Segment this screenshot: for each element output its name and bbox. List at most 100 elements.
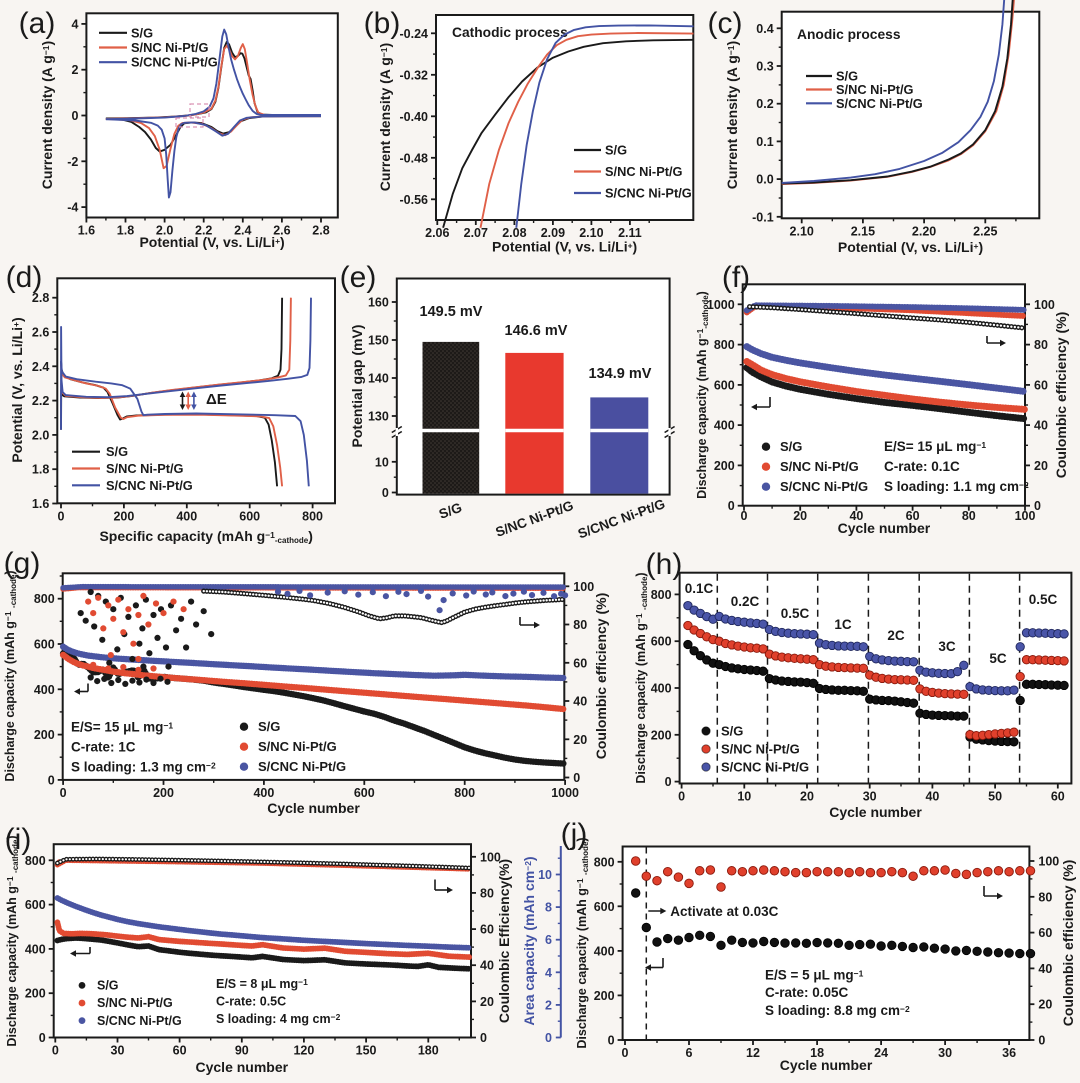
svg-text:2.8: 2.8 (312, 224, 329, 238)
svg-text:S/CNC Ni-Pt/G: S/CNC Ni-Pt/G (106, 478, 193, 493)
svg-text:4: 4 (71, 17, 78, 31)
svg-text:0: 0 (665, 775, 672, 789)
svg-text:2: 2 (545, 998, 552, 1012)
svg-text:200: 200 (714, 459, 735, 473)
svg-text:6: 6 (686, 1046, 693, 1060)
svg-text:2.15: 2.15 (851, 224, 875, 238)
svg-text:2.0: 2.0 (156, 224, 173, 238)
svg-text:0: 0 (1034, 499, 1041, 513)
svg-text:S/G: S/G (131, 25, 153, 40)
svg-text:6: 6 (545, 933, 552, 947)
svg-text:2.25: 2.25 (973, 224, 997, 238)
svg-text:S/G: S/G (721, 724, 743, 739)
svg-text:150: 150 (368, 334, 389, 348)
svg-text:36: 36 (1002, 1046, 1016, 1060)
svg-text:200: 200 (113, 509, 134, 523)
svg-text:80: 80 (480, 886, 494, 900)
svg-text:2.06: 2.06 (425, 226, 449, 240)
svg-text:Potential (V, vs. Li/Li+): Potential (V, vs. Li/Li+) (838, 239, 983, 255)
svg-text:S/CNC Ni-Pt/G: S/CNC Ni-Pt/G (131, 55, 218, 70)
svg-text:S loading: 1.1 mg cm−2: S loading: 1.1 mg cm−2 (884, 479, 1029, 494)
svg-text:-0.48: -0.48 (400, 151, 429, 165)
svg-text:C-rate: 1C: C-rate: 1C (71, 740, 136, 755)
svg-text:60: 60 (1051, 790, 1065, 804)
svg-text:-2: -2 (67, 155, 78, 169)
svg-text:Current density (A g−1): Current density (A g−1) (39, 41, 55, 189)
svg-text:(i): (i) (5, 823, 32, 856)
svg-text:600: 600 (239, 509, 260, 523)
svg-text:90: 90 (235, 1044, 249, 1058)
svg-text:30: 30 (863, 790, 877, 804)
svg-text:60: 60 (906, 509, 920, 523)
svg-text:40: 40 (1038, 962, 1052, 976)
svg-text:2.10: 2.10 (790, 224, 814, 238)
svg-text:E/S = 8 μL mg−1: E/S = 8 μL mg−1 (216, 977, 308, 991)
svg-text:2: 2 (71, 63, 78, 77)
svg-text:S/CNC Ni-Pt/G: S/CNC Ni-Pt/G (721, 760, 809, 775)
svg-text:S/NC Ni-Pt/G: S/NC Ni-Pt/G (97, 996, 173, 1010)
svg-text:600: 600 (714, 378, 735, 392)
svg-text:140: 140 (368, 372, 389, 386)
svg-text:130: 130 (368, 410, 389, 424)
svg-text:20: 20 (800, 790, 814, 804)
svg-text:120: 120 (293, 1044, 314, 1058)
svg-text:800: 800 (714, 338, 735, 352)
svg-text:(a): (a) (19, 7, 56, 40)
svg-text:0: 0 (545, 1031, 552, 1045)
svg-text:80: 80 (1038, 890, 1052, 904)
svg-text:100: 100 (1038, 855, 1059, 869)
svg-text:1.6: 1.6 (32, 497, 49, 511)
svg-text:60: 60 (173, 1044, 187, 1058)
svg-text:Cycle number: Cycle number (267, 800, 360, 816)
svg-text:(g): (g) (4, 547, 41, 580)
svg-text:60: 60 (1034, 378, 1048, 392)
svg-text:100: 100 (480, 850, 501, 864)
svg-text:Discharge capacity (mAh g−1 -c: Discharge capacity (mAh g−1 -cathode) (5, 835, 20, 1046)
svg-text:Area capacity (mAh cm−2): Area capacity (mAh cm−2) (521, 856, 537, 1025)
svg-text:S/NC Ni-Pt/G: S/NC Ni-Pt/G (836, 82, 914, 97)
svg-text:1.6: 1.6 (78, 224, 95, 238)
svg-text:C-rate: 0.1C: C-rate: 0.1C (884, 459, 960, 474)
svg-text:800: 800 (25, 854, 46, 868)
svg-text:24: 24 (874, 1046, 888, 1060)
svg-text:(f): (f) (722, 261, 750, 294)
svg-text:160: 160 (368, 296, 389, 310)
svg-text:0.3: 0.3 (756, 60, 773, 74)
svg-text:Coulombic efficiency (%): Coulombic efficiency (%) (1060, 860, 1076, 1026)
svg-text:400: 400 (176, 509, 197, 523)
svg-text:60: 60 (480, 923, 494, 937)
svg-text:Cycle number: Cycle number (196, 1059, 289, 1075)
svg-text:10: 10 (375, 455, 389, 469)
svg-text:Cycle number: Cycle number (780, 1057, 873, 1073)
svg-text:(b): (b) (364, 7, 401, 40)
svg-text:3C: 3C (938, 639, 956, 654)
svg-text:100: 100 (1034, 298, 1055, 312)
svg-text:Coulombic Efficiency(%): Coulombic Efficiency(%) (496, 859, 512, 1023)
svg-text:100: 100 (1015, 509, 1036, 523)
svg-text:400: 400 (714, 419, 735, 433)
svg-text:0: 0 (480, 1031, 487, 1045)
svg-text:S/NC Ni-Pt/G: S/NC Ni-Pt/G (780, 459, 859, 474)
svg-text:12: 12 (746, 1046, 760, 1060)
svg-text:0: 0 (728, 499, 735, 513)
svg-text:S/G: S/G (605, 143, 627, 158)
svg-text:-0.40: -0.40 (400, 110, 429, 124)
svg-text:C-rate: 0.5C: C-rate: 0.5C (216, 995, 286, 1009)
svg-text:146.6 mV: 146.6 mV (505, 323, 568, 339)
svg-text:S/G: S/G (836, 69, 858, 84)
svg-text:60: 60 (1038, 926, 1052, 940)
svg-text:S/CNC Ni-Pt/G: S/CNC Ni-Pt/G (605, 186, 692, 201)
svg-text:0.1: 0.1 (756, 135, 773, 149)
svg-text:400: 400 (253, 786, 274, 800)
svg-text:10: 10 (538, 868, 552, 882)
svg-text:(d): (d) (6, 261, 43, 294)
svg-text:Coulombic efficiency (%): Coulombic efficiency (%) (593, 593, 609, 759)
svg-text:20: 20 (573, 733, 587, 747)
svg-text:Potential (V, vs. Li/Li+): Potential (V, vs. Li/Li+) (139, 234, 284, 250)
svg-text:(h): (h) (646, 548, 683, 581)
svg-text:40: 40 (1034, 419, 1048, 433)
svg-text:0: 0 (608, 1034, 615, 1048)
svg-text:S loading: 1.3 mg cm−2: S loading: 1.3 mg cm−2 (71, 760, 216, 775)
svg-text:20: 20 (793, 509, 807, 523)
svg-text:Discharge capacity (mAh g−1-ca: Discharge capacity (mAh g−1-cathode) (695, 291, 710, 499)
